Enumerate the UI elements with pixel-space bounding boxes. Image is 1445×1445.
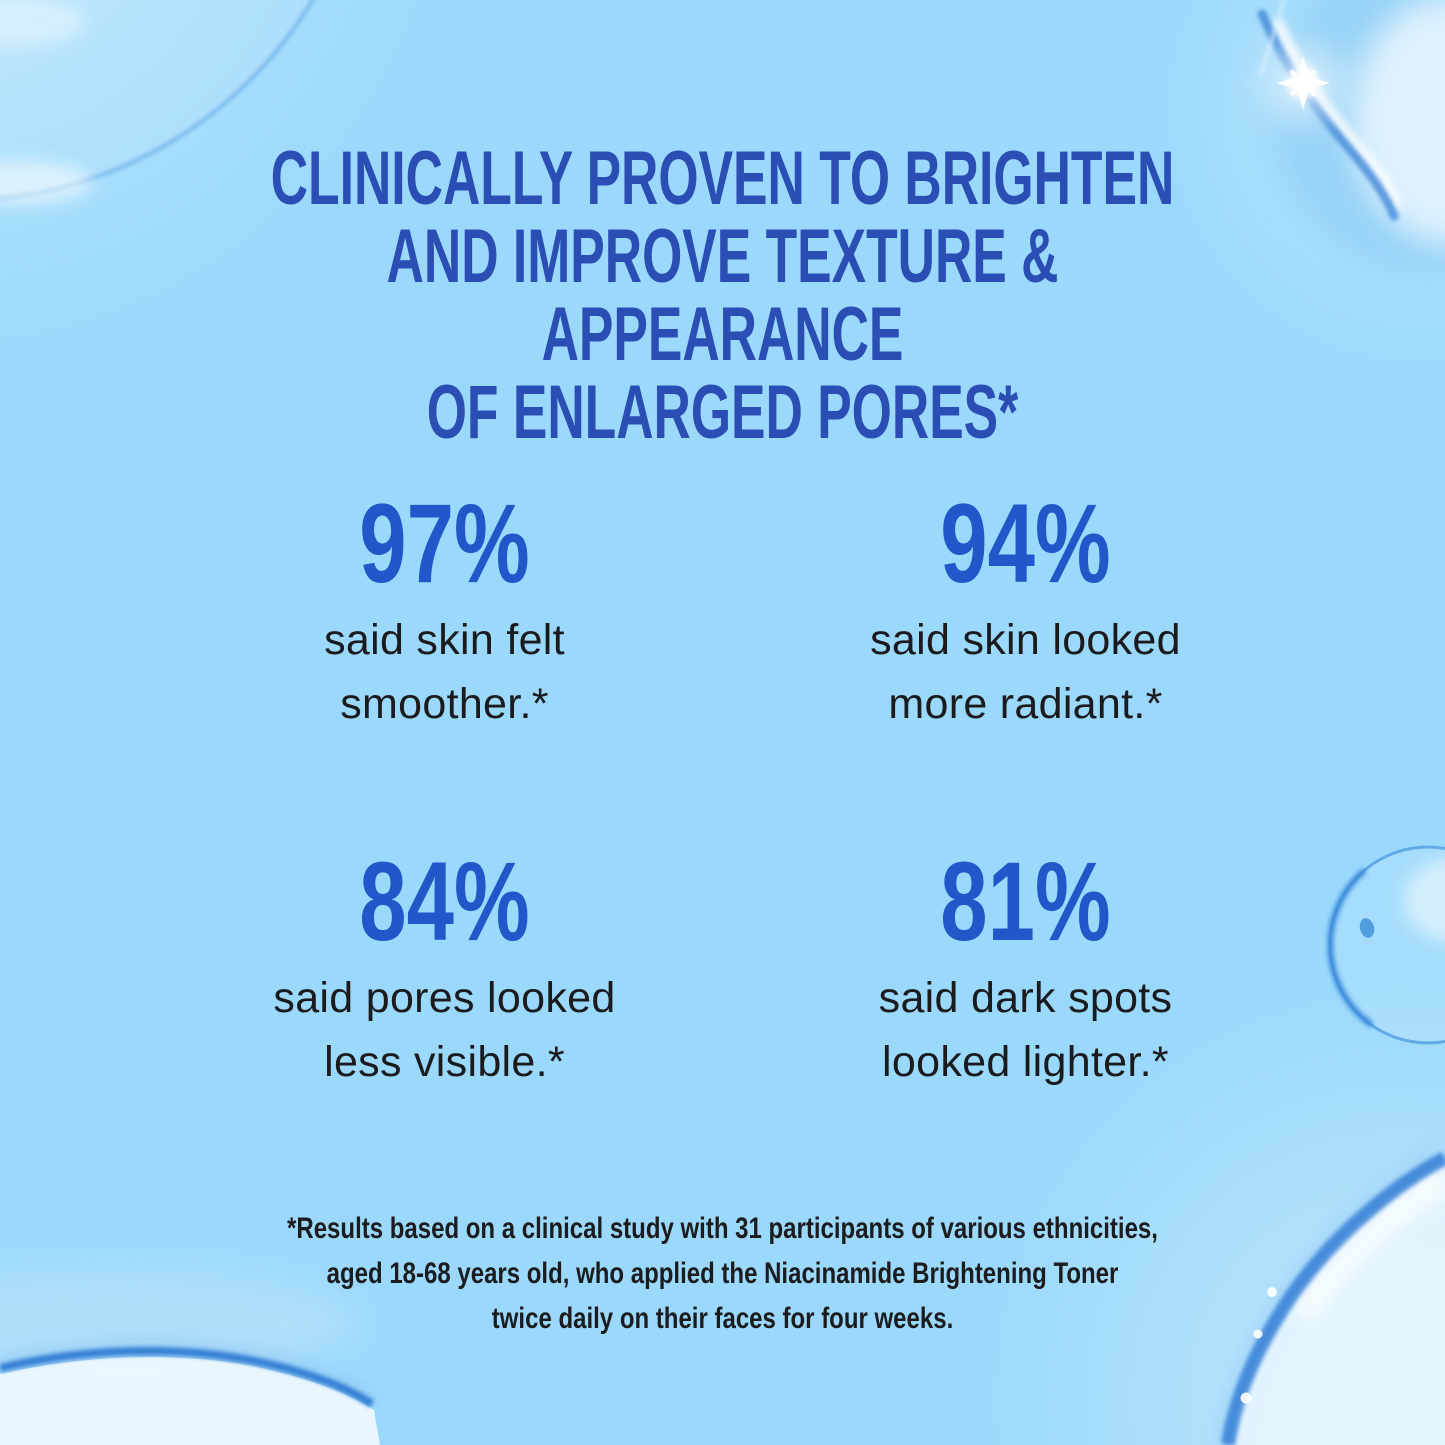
stats-row-1: 97% said skin felt smoother.* 94% said s…: [154, 488, 1316, 736]
stat-value: 84%: [359, 839, 530, 964]
stat-label: said pores looked less visible.*: [154, 966, 735, 1094]
stat-label-line: said skin felt: [324, 616, 565, 664]
stats-row-2: 84% said pores looked less visible.* 81%…: [154, 846, 1316, 1094]
footnote-line-1: *Results based on a clinical study with …: [287, 1212, 1158, 1245]
stat-skin-smoother: 97% said skin felt smoother.*: [154, 488, 735, 736]
stat-label-line: less visible.*: [324, 1038, 565, 1086]
stat-label-line: said pores looked: [273, 974, 616, 1022]
bubble-right-icon: [1326, 845, 1445, 1045]
footnote-line-2: aged 18-68 years old, who applied the Ni…: [326, 1257, 1119, 1290]
headline: CLINICALLY PROVEN TO BRIGHTEN AND IMPROV…: [0, 140, 1445, 452]
footnote: *Results based on a clinical study with …: [0, 1206, 1445, 1341]
headline-line-3: OF ENLARGED PORES*: [426, 370, 1019, 455]
stat-value: 97%: [359, 481, 530, 606]
stat-label-line: said dark spots: [878, 974, 1173, 1022]
stat-label-line: smoother.*: [340, 680, 549, 728]
stat-value: 81%: [940, 839, 1111, 964]
stat-label-line: said skin looked: [870, 616, 1181, 664]
headline-line-2: AND IMPROVE TEXTURE & APPEARANCE: [386, 214, 1059, 377]
stat-pores-visible: 84% said pores looked less visible.*: [154, 846, 735, 1094]
headline-line-1: CLINICALLY PROVEN TO BRIGHTEN: [270, 136, 1175, 221]
stat-label: said skin looked more radiant.*: [735, 608, 1316, 736]
stat-value: 94%: [940, 481, 1111, 606]
stat-label-line: more radiant.*: [888, 680, 1163, 728]
footnote-line-3: twice daily on their faces for four week…: [491, 1302, 954, 1335]
stat-label: said skin felt smoother.*: [154, 608, 735, 736]
stat-skin-radiant: 94% said skin looked more radiant.*: [735, 488, 1316, 736]
stat-label: said dark spots looked lighter.*: [735, 966, 1316, 1094]
stat-label-line: looked lighter.*: [882, 1038, 1169, 1086]
stat-dark-spots: 81% said dark spots looked lighter.*: [735, 846, 1316, 1094]
sparkle-icon: [1263, 43, 1343, 123]
